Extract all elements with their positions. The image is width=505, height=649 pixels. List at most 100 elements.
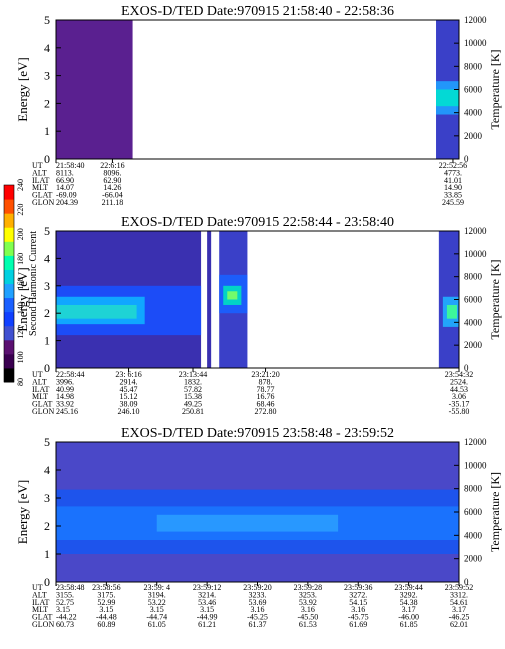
ut-cell: 49.25 [184, 400, 202, 409]
ut-cell: 3194. [148, 590, 166, 599]
y-tick-label: 0 [44, 575, 50, 589]
ut-cell: 3.15 [150, 605, 164, 614]
y-tick-label: 2 [44, 96, 50, 110]
ut-row-label: GLAT [32, 191, 53, 200]
colorbar-swatch [4, 325, 14, 341]
ut-cell: -55.80 [449, 407, 470, 416]
ut-row-label: GLON [32, 620, 54, 629]
y2-tick-label: 8000 [464, 61, 483, 71]
ut-cell: 53.46 [198, 598, 216, 607]
y-tick-label: 0 [44, 361, 50, 375]
colorbar-tick-label: 180 [16, 253, 25, 265]
y-tick-label: 3 [44, 491, 50, 505]
ut-cell: 62.90 [103, 176, 121, 185]
y2-tick-label: 2000 [464, 554, 483, 564]
ut-cell: 15.12 [120, 392, 138, 401]
ut-cell: 23:54:32 [445, 370, 473, 379]
ut-cell: 3.15 [56, 605, 70, 614]
ut-cell: 44.53 [450, 385, 468, 394]
ut-row-label: ILAT [32, 598, 49, 607]
ut-cell: 3214. [198, 590, 216, 599]
y2-tick-label: 0 [464, 363, 469, 373]
ut-cell: 52.75 [56, 598, 74, 607]
ut-cell: 52.99 [97, 598, 115, 607]
ut-row-label: ALT [32, 168, 47, 177]
data-band [56, 304, 137, 319]
colorbar-swatch [4, 255, 14, 270]
y2-axis-label: Temperature [K] [488, 259, 502, 339]
ut-cell: 53.92 [299, 598, 317, 607]
ut-cell: 3.15 [200, 605, 214, 614]
ut-cell: -35.17 [449, 400, 470, 409]
y-tick-label: 1 [44, 334, 50, 348]
y2-tick-label: 2000 [464, 131, 483, 141]
y2-tick-label: 6000 [464, 85, 483, 95]
y2-tick-label: 0 [464, 577, 469, 587]
ut-cell: 14.07 [56, 183, 74, 192]
colorbar-frame [3, 184, 15, 383]
y-tick-label: 5 [44, 224, 50, 238]
colorbar-swatch [4, 241, 14, 256]
ut-cell: 60.89 [97, 620, 115, 629]
ut-cell: 78.77 [257, 385, 275, 394]
ut-cell: 211.18 [102, 198, 124, 207]
y-tick-label: 1 [44, 124, 50, 138]
y2-axis-label: Temperature [K] [488, 49, 502, 129]
data-segment [207, 231, 212, 368]
colorbar-swatch [4, 227, 14, 242]
ut-row-label: GLAT [32, 400, 53, 409]
ut-cell: 23:59:36 [344, 583, 372, 592]
ut-row-label: UT [32, 161, 43, 170]
ut-cell: 23:58:56 [92, 583, 120, 592]
ut-cell: 23:59:12 [193, 583, 221, 592]
ut-cell: 3175. [97, 590, 115, 599]
y-tick-label: 4 [44, 41, 50, 55]
panel-title: EXOS-D/TED Date:970915 22:58:44 - 23:58:… [121, 215, 394, 230]
ut-row-label: GLAT [32, 613, 53, 622]
ut-cell: 61.21 [198, 620, 216, 629]
ut-row-label: MLT [32, 392, 48, 401]
ut-row-label: ILAT [32, 176, 49, 185]
ut-cell: 1832. [184, 377, 202, 386]
ut-row-label: ALT [32, 377, 47, 386]
ut-cell: 2914. [120, 377, 138, 386]
ut-cell: 66.90 [56, 176, 74, 185]
ut-cell: -44.74 [146, 613, 167, 622]
ut-cell: 38.09 [120, 400, 138, 409]
y2-tick-label: 4000 [464, 108, 483, 118]
panel-title: EXOS-D/TED Date:970915 23:58:48 - 23:59:… [121, 426, 394, 441]
ut-cell: 61.37 [249, 620, 267, 629]
ut-cell: 3.16 [251, 605, 265, 614]
ut-cell: 54.15 [349, 598, 367, 607]
ut-cell: 204.39 [56, 198, 78, 207]
colorbar-swatch [4, 213, 14, 228]
ut-cell: 3233. [249, 590, 267, 599]
ut-cell: 45.47 [120, 385, 138, 394]
ut-row-label: MLT [32, 183, 48, 192]
ut-cell: 40.99 [56, 385, 74, 394]
ut-cell: 61.69 [349, 620, 367, 629]
y2-tick-label: 6000 [464, 507, 483, 517]
ut-cell: 3.06 [452, 392, 466, 401]
ut-cell: 246.10 [118, 407, 140, 416]
ut-cell: 57.82 [184, 385, 202, 394]
ut-cell: 14.98 [56, 392, 74, 401]
ut-cell: -44.22 [56, 613, 77, 622]
ut-cell: -44.99 [197, 613, 218, 622]
ut-cell: -66.04 [102, 191, 123, 200]
ut-cell: 8113. [56, 168, 74, 177]
panel-title: EXOS-D/TED Date:970915 21:58:40 - 22:58:… [121, 4, 394, 19]
ut-cell: 878. [259, 377, 273, 386]
colorbar-swatch [4, 199, 14, 214]
ut-cell: 61.85 [400, 620, 418, 629]
data-band [436, 89, 459, 107]
ut-cell: 3253. [299, 590, 317, 599]
ut-cell: 22:6:16 [100, 161, 124, 170]
ut-cell: 41.01 [444, 176, 462, 185]
colorbar-swatch [4, 283, 14, 299]
colorbar-swatch [4, 367, 14, 383]
y-tick-label: 2 [44, 306, 50, 320]
ut-cell: 62.01 [450, 620, 468, 629]
ut-cell: 53.22 [148, 598, 166, 607]
y2-tick-label: 6000 [464, 295, 483, 305]
